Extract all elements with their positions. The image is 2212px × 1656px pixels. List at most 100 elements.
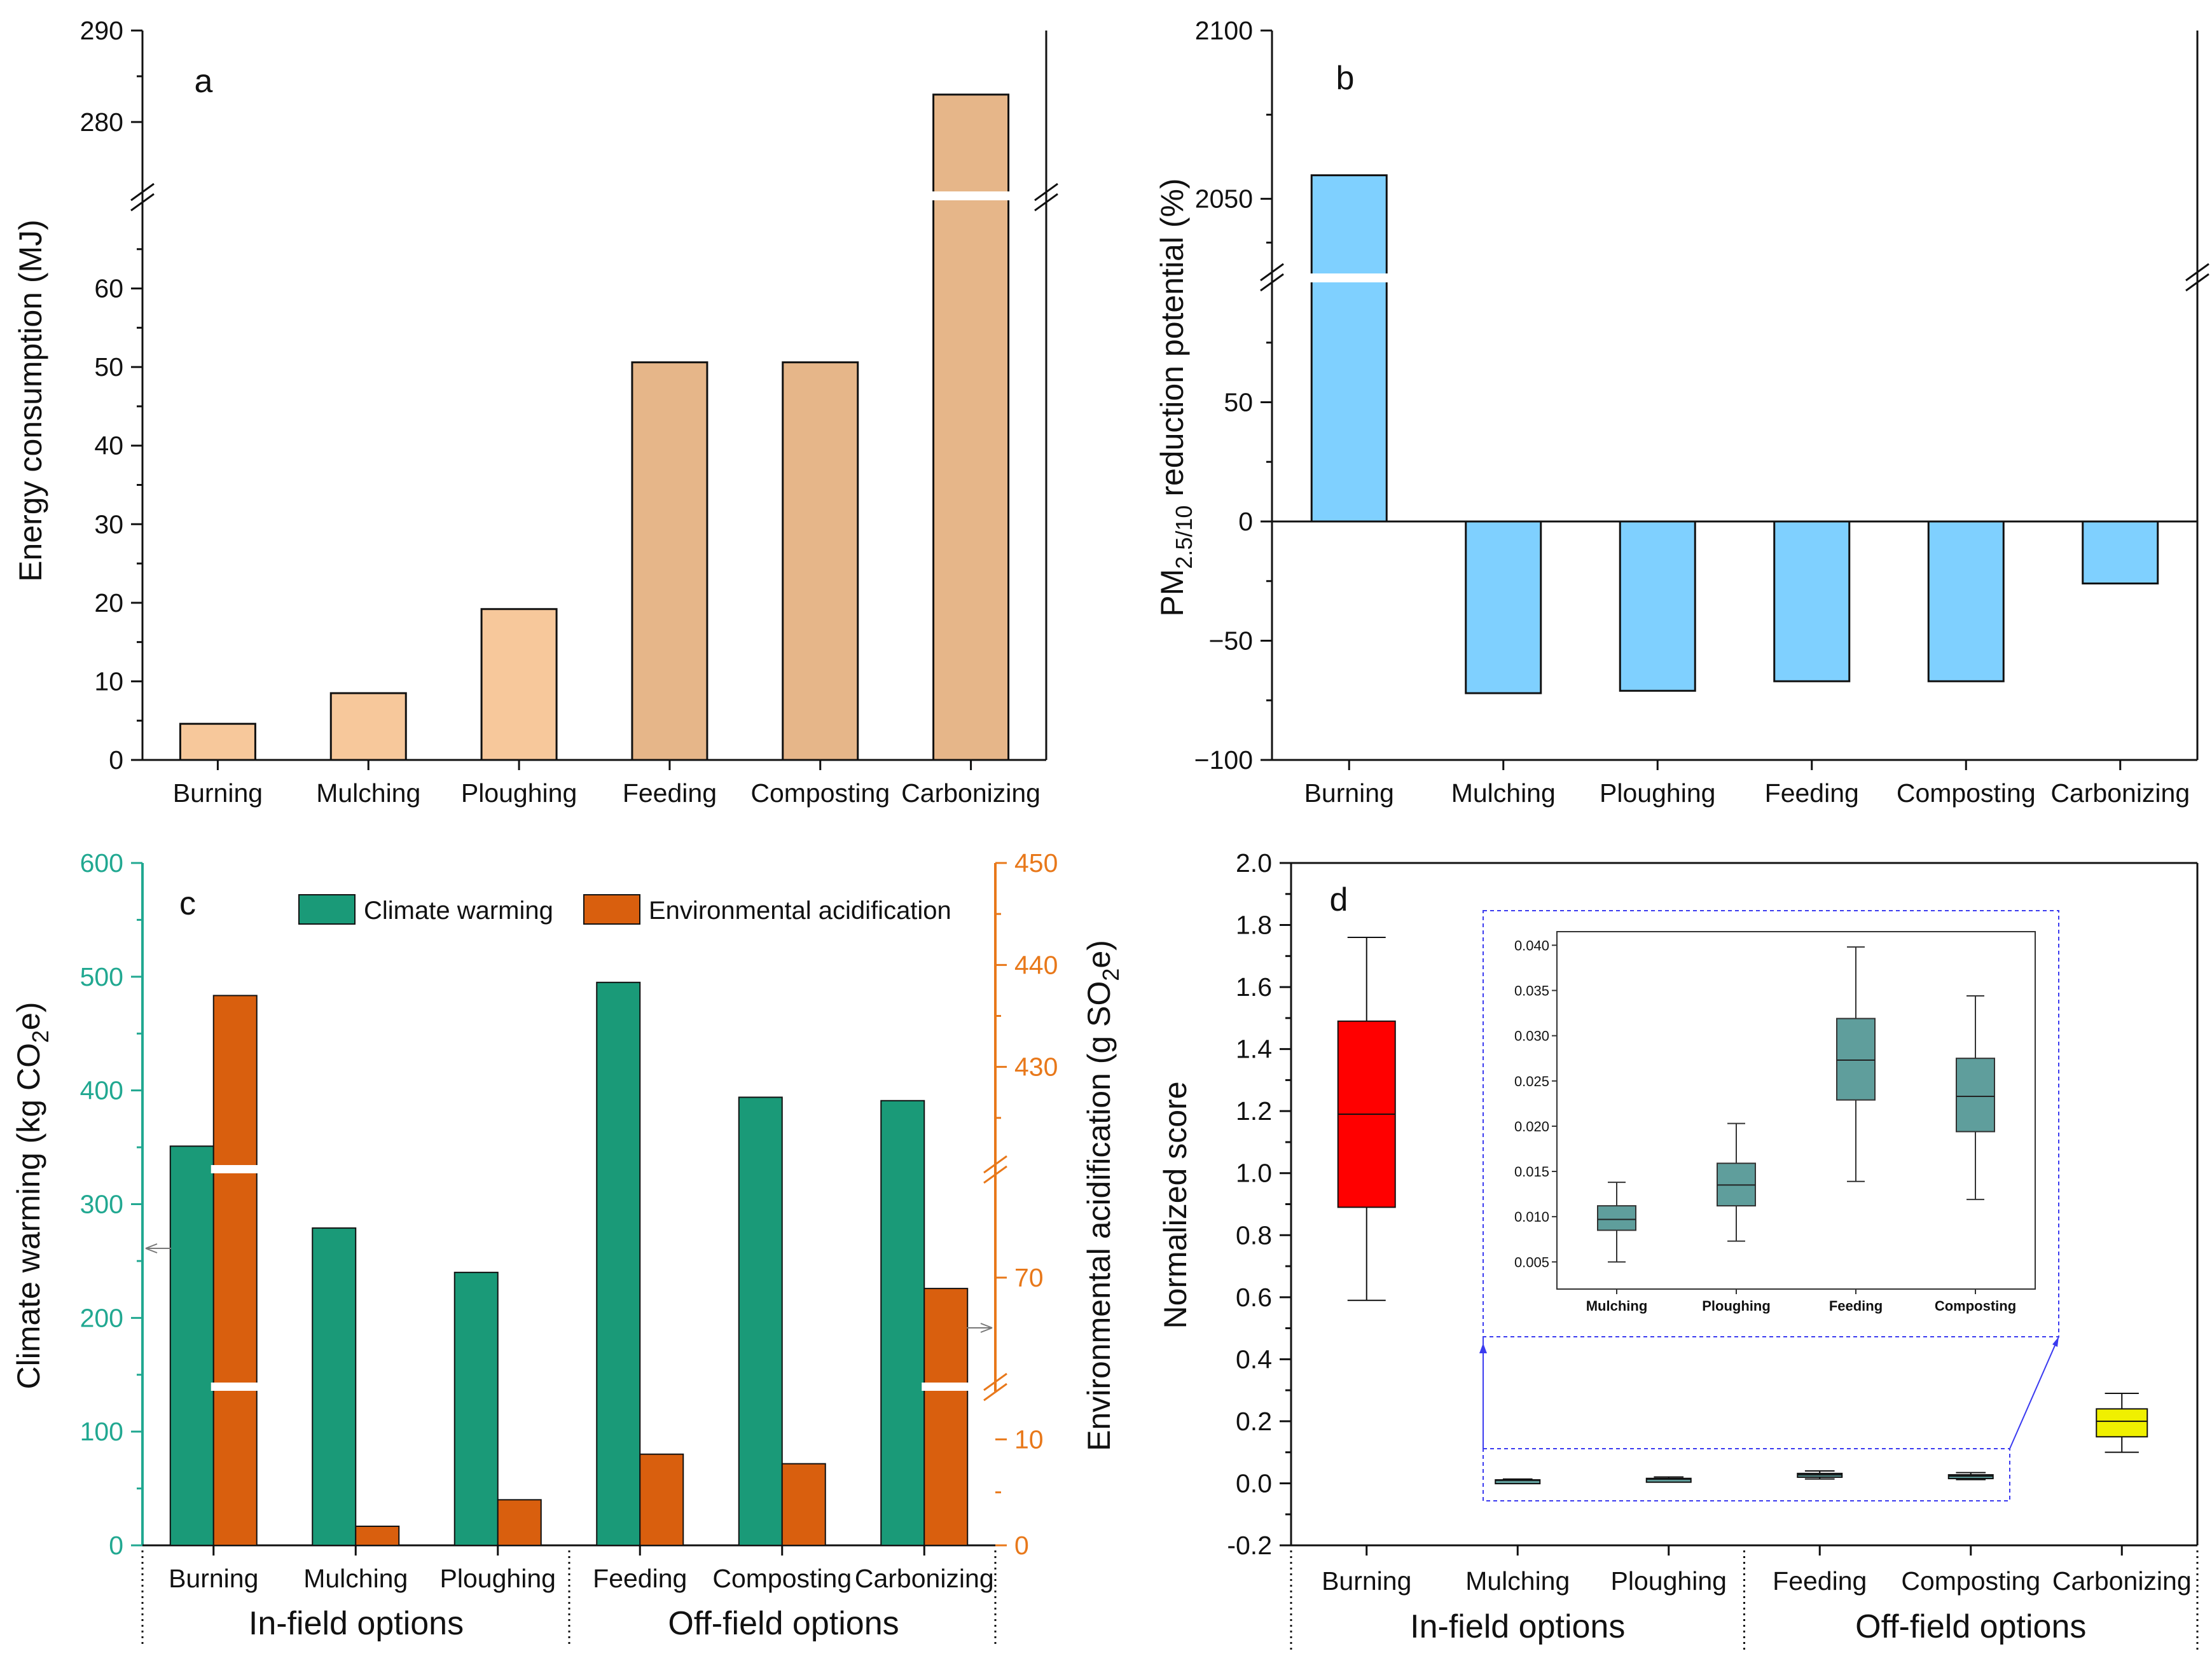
y-tick-label: 2.0 xyxy=(1236,848,1272,878)
y-right-tick-label: 0 xyxy=(1014,1531,1029,1560)
y-left-title-pre: Climate warming (kg CO xyxy=(11,1043,46,1390)
bar-feeding xyxy=(631,361,709,761)
bar-acidification-carbonizing xyxy=(923,1288,969,1546)
y-left-tick-label: 100 xyxy=(80,1417,123,1446)
bar-mulching xyxy=(1465,520,1542,694)
inset-connector-right xyxy=(2009,1336,2059,1449)
panel-label-c: c xyxy=(179,885,196,922)
bar-break-gap xyxy=(922,1383,971,1391)
legend-swatch-acidification xyxy=(583,894,640,925)
axis-break-right xyxy=(983,1155,1007,1184)
axis-break-right xyxy=(983,1372,1007,1402)
group-label-in-field: In-field options xyxy=(249,1605,464,1642)
bar-acidification-burning xyxy=(212,995,258,1546)
bar-carbonizing xyxy=(2082,520,2159,584)
x-category-label: Feeding xyxy=(593,1564,687,1593)
x-category-label: Carbonizing xyxy=(2052,1566,2192,1596)
y-left-tick-label: 200 xyxy=(80,1303,123,1332)
y-tick-label: 0.0 xyxy=(1236,1468,1272,1498)
y-right-tick-label: 70 xyxy=(1014,1263,1044,1292)
bar-burning xyxy=(1310,174,1388,523)
inset-box-mulching xyxy=(1597,1205,1636,1231)
bar-mulching xyxy=(329,692,407,761)
y-tick-label: 50 xyxy=(94,352,123,382)
axis-break-right xyxy=(2185,263,2209,292)
bar-break-gap xyxy=(1308,273,1391,282)
bar-warming-mulching xyxy=(312,1227,357,1547)
y-tick-label: 0 xyxy=(109,745,123,775)
inset-y-tick-label: 0.040 xyxy=(1514,937,1549,953)
inset-box-composting xyxy=(1956,1058,1995,1133)
bar-ploughing xyxy=(480,608,558,761)
y-tick-label: 1.6 xyxy=(1236,972,1272,1002)
axis-break-left xyxy=(1260,263,1284,292)
bar-burning xyxy=(179,722,256,761)
bar-composting xyxy=(1927,520,2005,682)
x-category-label: Carbonizing xyxy=(855,1564,994,1593)
panel-a-energy-consumption: 0 10 20 30 40 50 60 280 290 Burning Mulching Plough… xyxy=(13,16,1058,808)
x-category-label: Mulching xyxy=(303,1564,408,1593)
y-tick-label: 10 xyxy=(94,666,123,696)
x-category-label: Feeding xyxy=(1765,778,1859,808)
y-tick-label: 0 xyxy=(1238,507,1253,536)
inset-x-category-label: Composting xyxy=(1935,1298,2016,1314)
y-axis-title-pm: PM xyxy=(1154,569,1190,617)
y-left-title-sub: 2 xyxy=(27,1030,53,1043)
x-category-label: Ploughing xyxy=(1600,778,1715,808)
y-tick-label: 2050 xyxy=(1195,184,1253,214)
y-tick-label: -0.2 xyxy=(1227,1531,1272,1560)
y-tick-label: 1.2 xyxy=(1236,1096,1272,1126)
inset-x-category-label: Ploughing xyxy=(1702,1298,1771,1314)
x-category-label: Burning xyxy=(173,778,263,808)
bar-acidification-ploughing xyxy=(497,1499,542,1546)
x-category-label: Mulching xyxy=(1465,1566,1570,1596)
inset-y-tick-label: 0.035 xyxy=(1514,983,1549,998)
y-left-tick-label: 400 xyxy=(80,1076,123,1105)
legend-swatch-warming xyxy=(298,894,356,925)
y-right-tick-label: 430 xyxy=(1014,1052,1058,1082)
x-category-label: Ploughing xyxy=(461,778,577,808)
y-right-tick-label: 450 xyxy=(1014,848,1058,878)
legend-label-acidification: Environmental acidification xyxy=(649,897,951,925)
x-category-label: Mulching xyxy=(1451,778,1556,808)
inset-frame xyxy=(1483,910,2059,1337)
inset-box-feeding xyxy=(1836,1018,1876,1101)
y-tick-label: 0.6 xyxy=(1236,1283,1272,1312)
inset-source-frame xyxy=(1483,1448,2010,1501)
y-axis-title: Energy consumption (MJ) xyxy=(13,219,48,582)
x-category-label: Carbonizing xyxy=(901,778,1040,808)
y-axis-title: PM2.5/10 reduction potential (%) xyxy=(1154,178,1197,616)
arrow-right-axis-icon xyxy=(967,1323,993,1333)
inset-y-tick-label: 0.005 xyxy=(1514,1254,1549,1270)
y-left-title-post: e) xyxy=(11,1002,46,1030)
x-category-label: Burning xyxy=(1322,1566,1411,1596)
x-category-label: Feeding xyxy=(1773,1566,1867,1596)
bar-acidification-mulching xyxy=(355,1526,400,1546)
y-left-axis-title: Climate warming (kg CO2e) xyxy=(11,1002,53,1389)
y-axis-title-rest: reduction potential (%) xyxy=(1154,178,1190,505)
inset-y-tick-label: 0.015 xyxy=(1514,1164,1549,1180)
inset-y-tick-label: 0.010 xyxy=(1514,1209,1549,1225)
bar-warming-composting xyxy=(738,1096,783,1546)
bar-break-gap xyxy=(211,1383,259,1391)
x-category-label: Ploughing xyxy=(1611,1566,1727,1596)
x-category-label: Mulching xyxy=(316,778,420,808)
y-tick-label: 50 xyxy=(1224,388,1253,417)
x-category-label: Burning xyxy=(1304,778,1394,808)
panel-c-warming-acidification: 0 100 200 300 400 500 600 0 10 70 430 440 450 Burning… xyxy=(11,848,1124,1647)
y-tick-label: 2100 xyxy=(1195,16,1253,45)
y-right-axis-title: Environmental acidification (g SO2e) xyxy=(1081,940,1124,1451)
bar-break-gap xyxy=(929,191,1013,200)
inset-y-tick-label: 0.030 xyxy=(1514,1028,1549,1044)
bar-composting xyxy=(782,361,859,761)
y-tick-label: 1.8 xyxy=(1236,911,1272,940)
y-tick-label: −100 xyxy=(1194,745,1253,775)
bar-warming-burning xyxy=(169,1145,214,1547)
bar-feeding xyxy=(1773,520,1851,682)
axis-break-left xyxy=(130,183,155,212)
inset-x-category-label: Mulching xyxy=(1586,1298,1648,1314)
inset-arrow-left-icon xyxy=(1479,1343,1487,1353)
y-tick-label: −50 xyxy=(1208,626,1253,656)
group-label-in-field: In-field options xyxy=(1410,1608,1625,1645)
